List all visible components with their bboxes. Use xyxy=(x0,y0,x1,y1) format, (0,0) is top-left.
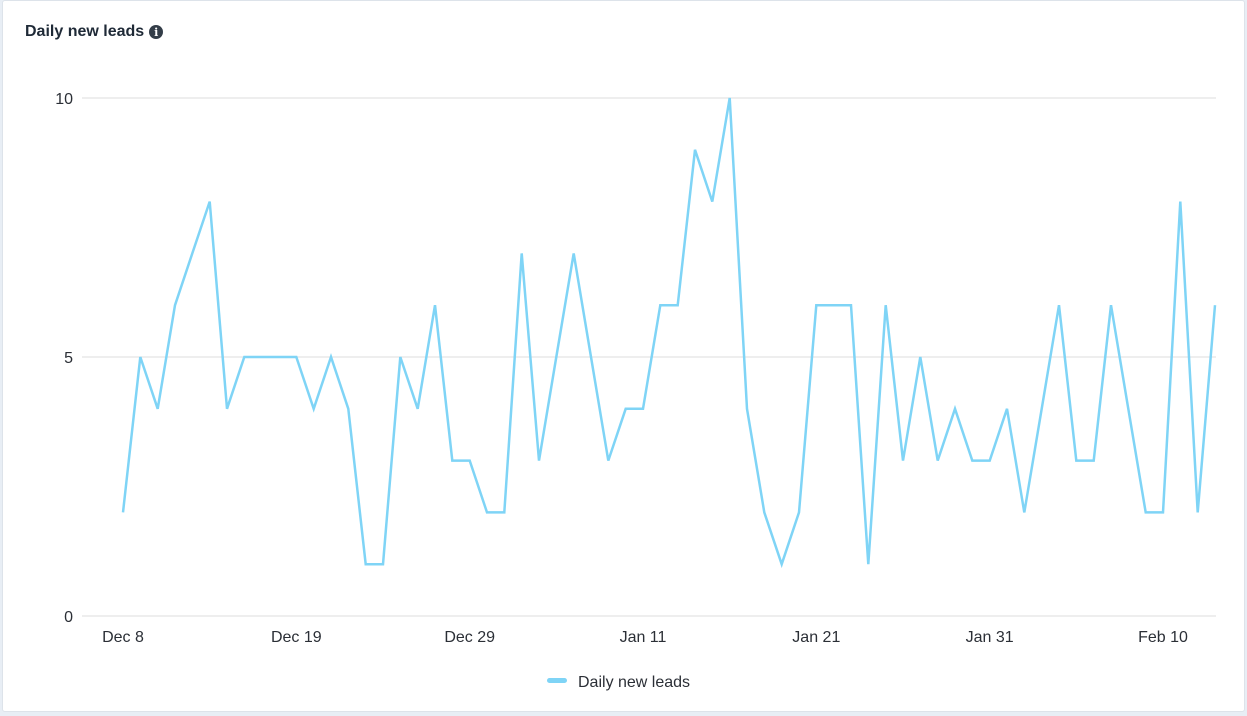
x-tick-label: Jan 31 xyxy=(966,629,1014,646)
x-tick-label: Feb 10 xyxy=(1138,629,1188,646)
x-tick-label: Dec 8 xyxy=(102,629,144,646)
y-tick-label: 10 xyxy=(55,91,73,108)
x-tick-label: Jan 11 xyxy=(620,629,667,646)
legend-label: Daily new leads xyxy=(578,674,690,691)
series-line-daily-new-leads xyxy=(121,97,1217,569)
info-icon[interactable]: i xyxy=(149,25,164,39)
x-tick-label: Jan 21 xyxy=(792,629,840,646)
legend-swatch xyxy=(547,678,567,683)
x-tick-label: Dec 19 xyxy=(271,629,322,646)
y-tick-label: 0 xyxy=(64,609,73,626)
y-tick-label: 5 xyxy=(64,350,73,367)
chart-title: Daily new leads i xyxy=(25,23,164,41)
chart-title-text: Daily new leads xyxy=(25,23,145,40)
x-tick-label: Dec 29 xyxy=(444,629,495,646)
